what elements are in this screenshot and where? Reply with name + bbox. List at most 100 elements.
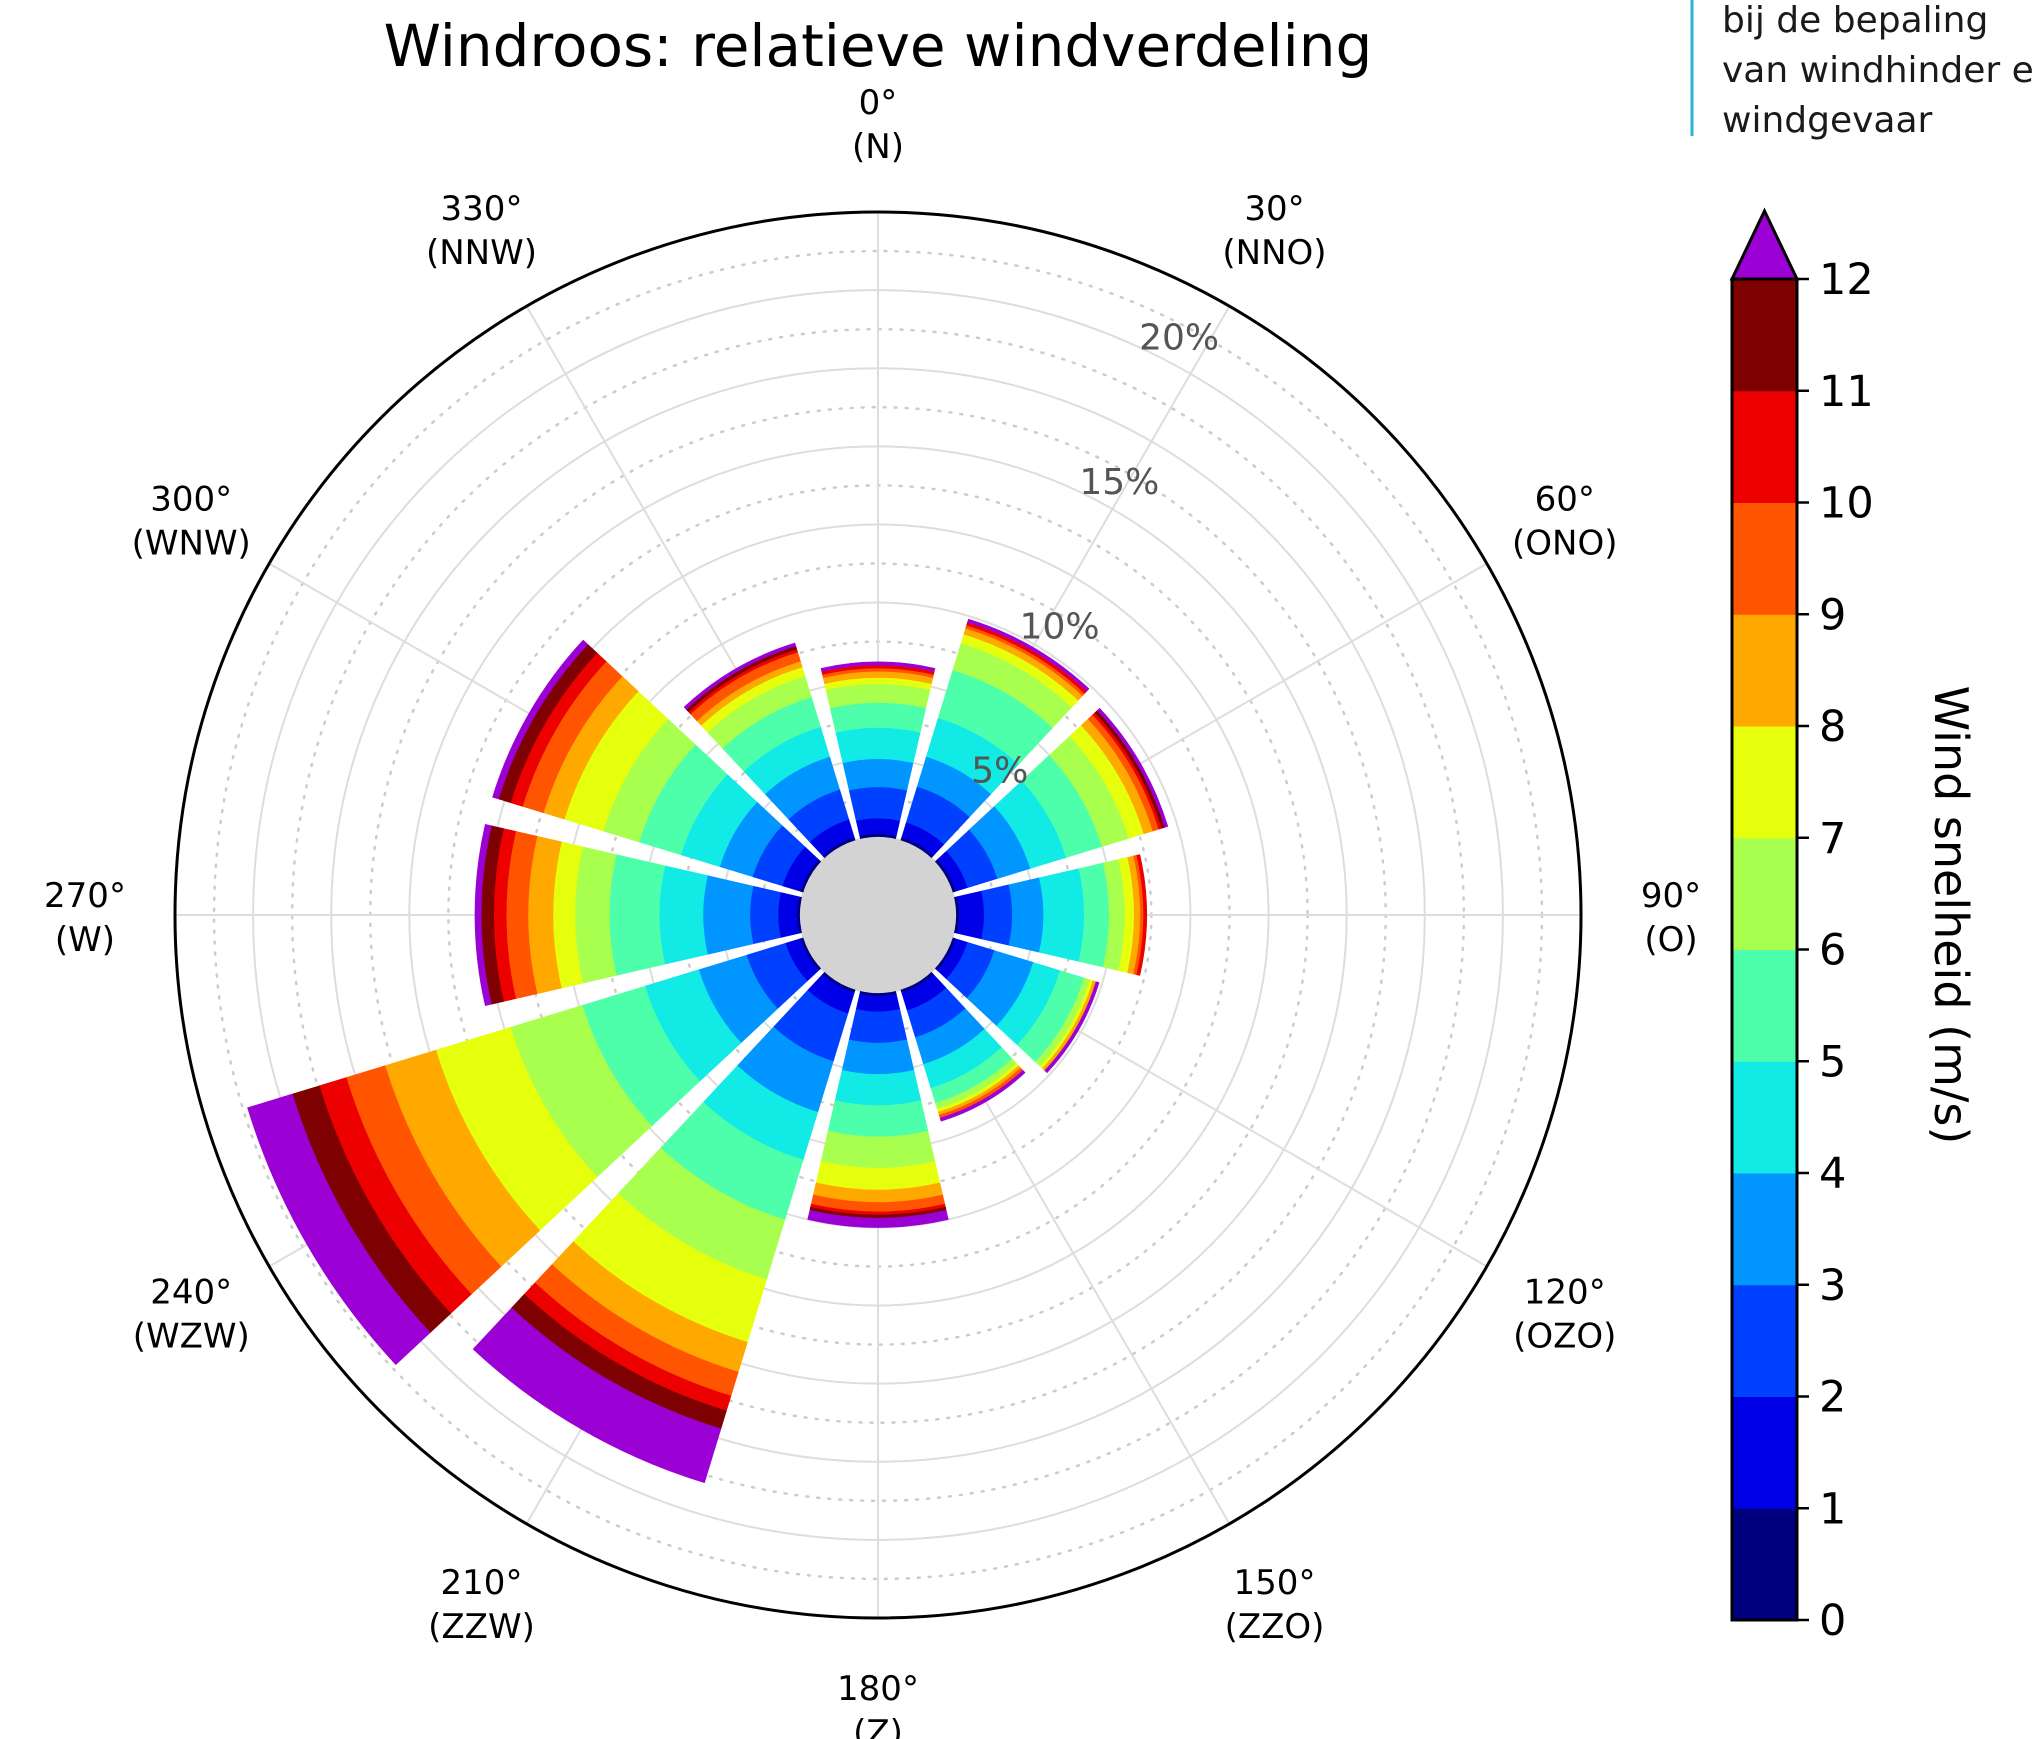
colorbar-label: Wind snelheid (m/s) bbox=[1924, 686, 1978, 1145]
polar-plot: 5% 10% 15% 20% 0°(N) 30°(NNO) 60°(ONO) 90°(O) 12… bbox=[44, 83, 1701, 1739]
direction-name-label: (OZO) bbox=[1513, 1317, 1616, 1357]
colorbar-segment bbox=[1732, 1284, 1797, 1397]
direction-name-label: (Z) bbox=[853, 1713, 903, 1739]
colorbar-tick-label: 7 bbox=[1819, 814, 1846, 864]
direction-label: 330°(NNW) bbox=[426, 189, 537, 273]
direction-degree-label: 330° bbox=[441, 189, 523, 229]
colorbar-tick-label: 3 bbox=[1819, 1261, 1846, 1311]
center-hole bbox=[799, 836, 957, 994]
colorbar-segment bbox=[1732, 390, 1797, 503]
direction-name-label: (W) bbox=[55, 920, 115, 960]
direction-degree-label: 90° bbox=[1641, 876, 1701, 916]
direction-name-label: (WZW) bbox=[133, 1317, 250, 1357]
direction-degree-label: 30° bbox=[1244, 189, 1304, 229]
direction-label: 120°(OZO) bbox=[1513, 1273, 1616, 1357]
wind-bar-segment bbox=[474, 823, 492, 1007]
colorbar-tick-label: 1 bbox=[1819, 1484, 1846, 1534]
wind-bar-segment bbox=[967, 618, 1090, 692]
direction-degree-label: 60° bbox=[1535, 480, 1595, 520]
wind-bar-segment bbox=[956, 890, 985, 940]
direction-label: 90°(O) bbox=[1641, 876, 1701, 960]
direction-label: 0°(N) bbox=[852, 83, 904, 167]
side-note-line: windgevaar bbox=[1722, 100, 1933, 141]
wind-bar-segment bbox=[659, 865, 708, 965]
sector-300 bbox=[492, 639, 822, 893]
wind-bar-segment bbox=[702, 875, 754, 955]
wind-bar-segment bbox=[855, 817, 901, 837]
sector-210 bbox=[472, 971, 856, 1484]
polar-outer-border bbox=[173, 210, 1583, 1620]
radial-tick-label: 10% bbox=[1020, 606, 1100, 647]
direction-degree-label: 210° bbox=[441, 1563, 523, 1603]
sector-120 bbox=[934, 937, 1100, 1074]
colorbar-segment bbox=[1732, 279, 1797, 392]
colorbar-segment bbox=[1732, 726, 1797, 839]
wind-bar-segment bbox=[835, 727, 921, 764]
wind-bar-segment bbox=[472, 1307, 722, 1484]
wind-bar-segment bbox=[855, 993, 901, 1013]
wind-bar-segment bbox=[777, 892, 800, 938]
wind-bar-segment bbox=[834, 1069, 922, 1106]
direction-name-label: (WNW) bbox=[132, 524, 251, 564]
side-note-line: bij de bepaling bbox=[1722, 0, 1988, 41]
wind-bar-segment bbox=[1038, 868, 1085, 962]
wind-bar-segment bbox=[1044, 981, 1100, 1074]
sector-240 bbox=[247, 937, 822, 1366]
colorbar-tick-label: 4 bbox=[1819, 1149, 1846, 1199]
colorbar-segment bbox=[1732, 1061, 1797, 1174]
colorbar-extend-arrow bbox=[1729, 207, 1800, 281]
wind-bar-segment bbox=[749, 885, 781, 945]
direction-label: 60°(ONO) bbox=[1512, 480, 1618, 564]
wind-bar-segment bbox=[842, 758, 914, 791]
direction-name-label: (ONO) bbox=[1512, 524, 1618, 564]
wind-bar-segment bbox=[1096, 707, 1169, 828]
direction-label: 30°(NNO) bbox=[1222, 189, 1326, 273]
sector-150 bbox=[900, 971, 1026, 1122]
radial-tick-label: 15% bbox=[1079, 462, 1159, 503]
direction-degree-label: 240° bbox=[150, 1273, 232, 1313]
wind-bar-segment bbox=[848, 1009, 908, 1044]
wind-bar-segment bbox=[1008, 877, 1044, 953]
direction-name-label: (O) bbox=[1644, 920, 1697, 960]
direction-degree-label: 270° bbox=[44, 876, 126, 916]
sector-90 bbox=[953, 854, 1147, 976]
direction-label: 210°(ZZW) bbox=[428, 1563, 535, 1647]
colorbar-tick-label: 6 bbox=[1819, 926, 1846, 976]
direction-name-label: (NNW) bbox=[426, 233, 537, 273]
direction-name-label: (ZZW) bbox=[428, 1607, 535, 1647]
direction-degree-label: 120° bbox=[1524, 1273, 1606, 1313]
colorbar-segment bbox=[1732, 614, 1797, 727]
wind-bar-segment bbox=[981, 884, 1013, 946]
colorbar-tick-label: 8 bbox=[1819, 702, 1846, 752]
direction-degree-label: 150° bbox=[1234, 1563, 1316, 1603]
wind-bar-segment bbox=[939, 1069, 1026, 1122]
direction-label: 300°(WNW) bbox=[132, 480, 251, 564]
direction-degree-label: 180° bbox=[837, 1669, 919, 1709]
colorbar-tick-label: 0 bbox=[1819, 1596, 1846, 1646]
wind-bar-segment bbox=[820, 1130, 936, 1169]
radial-tick-label: 20% bbox=[1139, 318, 1219, 359]
wind-bar-segment bbox=[820, 661, 936, 672]
direction-name-label: (N) bbox=[852, 127, 904, 167]
sector-270 bbox=[474, 823, 803, 1007]
direction-degree-label: 0° bbox=[859, 83, 898, 123]
wind-bar-segment bbox=[827, 1100, 929, 1138]
wind-bar-segment bbox=[609, 854, 666, 976]
wind-bar-segment bbox=[492, 639, 589, 800]
colorbar-tick-label: 12 bbox=[1819, 255, 1874, 305]
wind-bar-segment bbox=[848, 786, 908, 821]
wind-bar-segment bbox=[807, 1209, 949, 1228]
sector-30 bbox=[900, 618, 1090, 859]
colorbar-tick-label: 2 bbox=[1819, 1373, 1846, 1423]
colorbar-segment bbox=[1732, 1173, 1797, 1286]
direction-name-label: (ZZO) bbox=[1225, 1607, 1325, 1647]
sector-0 bbox=[820, 661, 936, 840]
chart-title: Windroos: relatieve windverdeling bbox=[384, 12, 1373, 80]
colorbar-segment bbox=[1732, 837, 1797, 950]
colorbar-segment bbox=[1732, 1396, 1797, 1509]
side-note-line: van windhinder e bbox=[1722, 50, 2034, 91]
direction-label: 150°(ZZO) bbox=[1225, 1563, 1325, 1647]
colorbar-segment bbox=[1732, 949, 1797, 1062]
